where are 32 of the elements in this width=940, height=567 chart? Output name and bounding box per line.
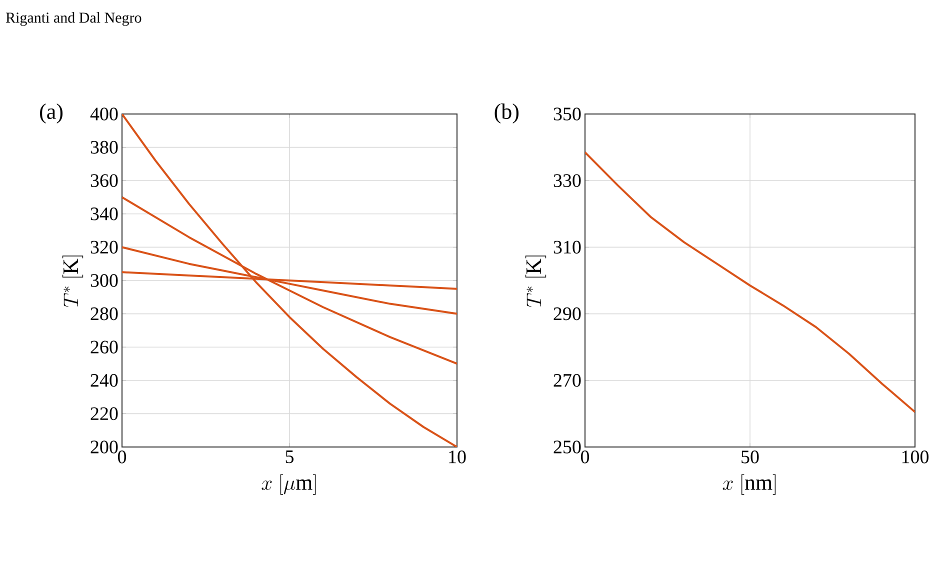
line-series [585, 151, 915, 414]
y-tick-label: 250 [554, 440, 581, 454]
y-tick-label: 320 [90, 240, 118, 254]
line-series [122, 114, 458, 447]
chart-title: (b) [494, 104, 519, 124]
y-tick-label: 240 [90, 374, 118, 387]
x-tick-label: 0 [580, 450, 590, 464]
y-tick-label: 340 [90, 207, 118, 220]
y-tick-label: 270 [554, 374, 581, 387]
y-axis-title: $T^{*}\ [\mathrm{K}]$ [525, 256, 546, 308]
x-axis-title: $x\ [\mu\mathrm{m}]$ [262, 474, 316, 495]
x-tick-label: 10 [449, 450, 466, 464]
y-tick-label: 200 [90, 440, 118, 454]
x-tick-label: 0 [118, 450, 126, 464]
y-tick-label: 310 [554, 240, 581, 254]
x-axis-title: $x\ [\mathrm{nm}]$ [722, 474, 776, 495]
y-tick-label: 330 [554, 174, 581, 188]
y-tick-label: 260 [90, 340, 118, 354]
y-tick-label: 400 [90, 108, 118, 120]
x-tick-label: 100 [902, 450, 929, 464]
text: Riganti and Dal Negro [6, 12, 142, 26]
y-tick-label: 300 [90, 274, 118, 287]
y-tick-label: 360 [90, 174, 118, 188]
y-tick-label: 220 [90, 407, 118, 420]
y-tick-label: 380 [90, 140, 118, 154]
y-tick-label: 350 [554, 108, 581, 120]
y-tick-label: 290 [554, 307, 581, 320]
y-axis-title: $T^{*}\ [\mathrm{K}]$ [62, 256, 84, 308]
y-tick-label: 280 [90, 307, 118, 320]
chart-title: (a) [40, 104, 63, 124]
x-tick-label: 5 [286, 450, 294, 464]
x-tick-label: 50 [742, 450, 759, 464]
